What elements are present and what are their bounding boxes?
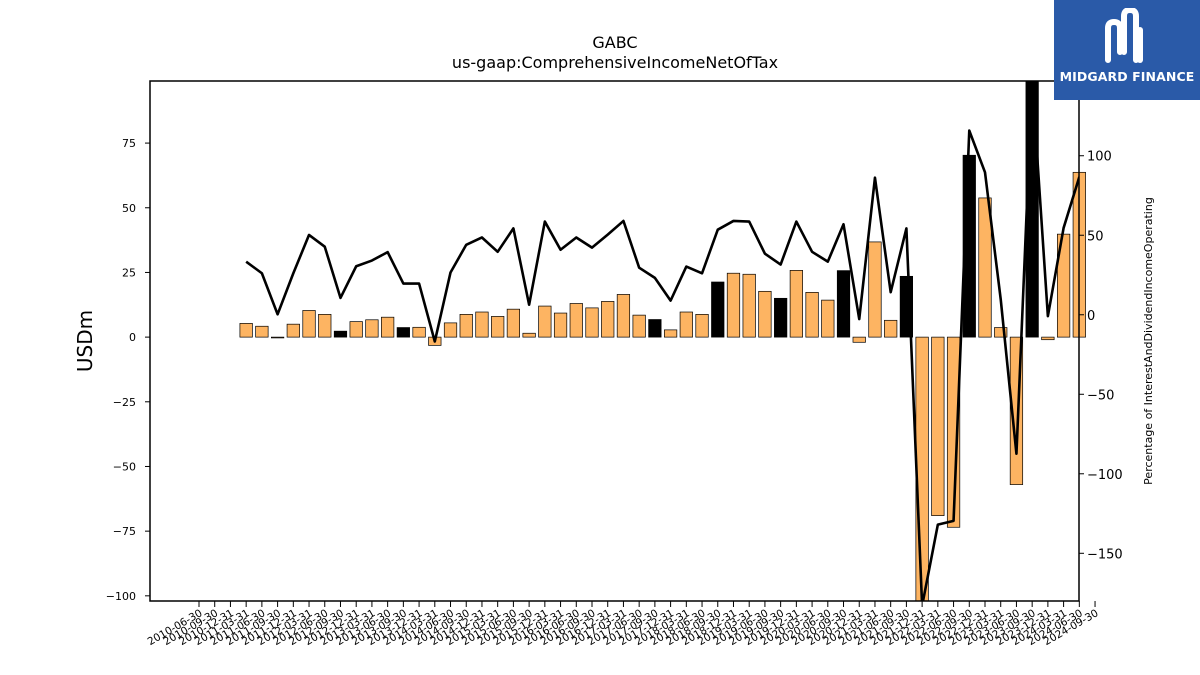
bar bbox=[868, 241, 882, 338]
line-series bbox=[245, 81, 1079, 601]
bar bbox=[679, 311, 693, 338]
bar bbox=[805, 292, 819, 338]
y-tick-label-right: −50 bbox=[1087, 388, 1114, 403]
bar bbox=[1041, 336, 1055, 341]
line-series-layer bbox=[245, 81, 1079, 601]
bar bbox=[475, 311, 489, 338]
bar bbox=[302, 310, 316, 338]
y-tick-label-left: −50 bbox=[113, 460, 136, 473]
bar bbox=[239, 323, 253, 338]
axes: −100−75−50−250255075−150−100−50050100201… bbox=[106, 137, 1123, 648]
bar bbox=[381, 316, 395, 338]
midgard-m-logo-icon bbox=[1105, 8, 1143, 63]
bar bbox=[978, 197, 992, 338]
bar bbox=[349, 321, 363, 338]
bar bbox=[553, 312, 568, 338]
bar bbox=[396, 327, 410, 338]
y-axis-label-left: USDm bbox=[73, 310, 97, 372]
midgard-finance-logo: MIDGARD FINANCE bbox=[1054, 0, 1200, 100]
bar bbox=[459, 314, 473, 338]
chart-title: GABC bbox=[592, 33, 637, 52]
bar bbox=[695, 314, 709, 338]
bar bbox=[884, 319, 898, 338]
bar bbox=[255, 325, 269, 338]
bar bbox=[365, 319, 379, 338]
y-tick-label-left: −75 bbox=[113, 525, 136, 538]
y-tick-label-right: 0 bbox=[1087, 309, 1095, 324]
y-tick-label-right: −150 bbox=[1087, 547, 1123, 562]
y-tick-label-left: 0 bbox=[129, 331, 136, 344]
bar bbox=[742, 273, 756, 338]
bar bbox=[271, 336, 285, 339]
bar bbox=[648, 319, 662, 338]
bar bbox=[821, 299, 835, 338]
bar bbox=[726, 272, 741, 338]
bar bbox=[915, 336, 929, 602]
y-tick-label-left: −25 bbox=[113, 396, 136, 409]
y-tick-label-left: 25 bbox=[122, 266, 136, 279]
bar bbox=[663, 329, 678, 338]
y-tick-label-left: −100 bbox=[106, 590, 136, 603]
bar bbox=[931, 336, 945, 516]
bar bbox=[318, 314, 332, 338]
bar bbox=[852, 336, 866, 343]
bar bbox=[538, 305, 552, 338]
bar bbox=[601, 301, 615, 338]
y-axis-label-right: Percentage of InterestAndDividendIncomeO… bbox=[1142, 197, 1155, 485]
bar bbox=[522, 332, 536, 338]
bar bbox=[286, 323, 300, 338]
bar bbox=[994, 327, 1008, 338]
bar bbox=[758, 290, 772, 338]
plot-frame bbox=[149, 80, 1080, 602]
bar bbox=[789, 270, 803, 338]
y-tick-label-right: 50 bbox=[1087, 229, 1104, 244]
y-tick-label-left: 75 bbox=[122, 137, 136, 150]
bar bbox=[569, 303, 583, 338]
bar bbox=[774, 297, 788, 338]
bar bbox=[443, 322, 458, 338]
bar bbox=[491, 316, 505, 338]
bar bbox=[632, 314, 646, 338]
y-tick-label-right: −100 bbox=[1087, 468, 1123, 483]
y-tick-label-left: 50 bbox=[122, 202, 136, 215]
bar bbox=[585, 307, 599, 338]
y-tick-label-right: 100 bbox=[1087, 150, 1112, 165]
chart-subtitle: us-gaap:ComprehensiveIncomeNetOfTax bbox=[452, 53, 778, 72]
bar-series bbox=[239, 80, 1086, 602]
bar bbox=[946, 336, 961, 528]
bar bbox=[711, 281, 725, 338]
bar bbox=[412, 326, 426, 338]
bar bbox=[506, 308, 520, 338]
bar bbox=[836, 270, 851, 338]
bar bbox=[616, 294, 631, 338]
bar bbox=[333, 330, 348, 338]
logo-text: MIDGARD FINANCE bbox=[1059, 69, 1195, 84]
